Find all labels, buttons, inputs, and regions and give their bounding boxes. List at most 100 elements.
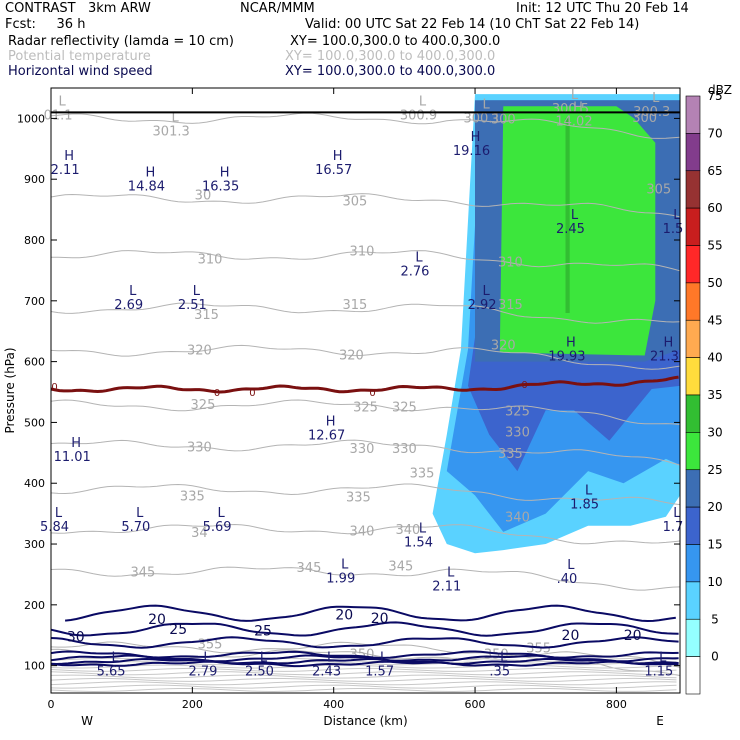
zero-isotherm-label: 0 [249,388,255,399]
field-reflectivity-xy: XY= 100.0,300.0 to 400.0,300.0 [290,34,501,49]
zero-isotherm-label: 0 [51,382,57,393]
pressure-system-value: 12.67 [308,429,345,444]
pressure-system-type: L [673,506,681,521]
theta-label: 310 [498,255,523,270]
pressure-system-type: L [55,506,63,521]
theta-contour-325 [50,399,681,425]
y-tick-label: 1000 [17,112,45,125]
colorbar-tick-label: 40 [707,351,722,365]
pressure-system-type: L [217,506,225,521]
wind-speed-label: 20 [624,628,642,644]
reflectivity-region-35dbz [565,118,570,314]
colorbar-swatch [685,282,701,321]
pressure-system-value: 1.99 [326,572,355,587]
colorbar-tick-label: 35 [707,388,722,402]
pressure-system-marker: L1.57 [365,651,394,680]
pressure-system-marker: L5.84 [40,506,69,535]
zero-isotherm-label: 0 [369,388,375,399]
pressure-system-marker: H21.3 [650,336,679,365]
colorbar-swatch [685,581,701,620]
theta-label: 340 [505,511,530,526]
pressure-system-type: L [327,651,335,666]
pressure-system-value: 300.5 [552,102,589,117]
pressure-system-marker: H16.35 [202,165,239,194]
reflectivity-region-30dbz [499,106,656,356]
pressure-system-type: L [203,651,211,666]
pressure-system-marker: L1.7 [663,506,684,535]
colorbar-unit: dBZ [708,83,732,97]
pressure-system-value: 1.15 [644,665,673,680]
valid-time: Valid: 00 UTC Sat 22 Feb 14 (10 ChT Sat … [305,17,640,32]
pressure-system-value: .40 [557,572,578,587]
theta-contour-layer: 345 345 345 34 340 340 340 335 335 335 335 330 330 33… [50,111,681,693]
theta-label: 340 [350,525,375,540]
theta-contour-330 [50,439,681,466]
theta-label: 34 [191,526,208,541]
x-tick-label: 800 [606,698,627,711]
colorbar-tick-label: 50 [707,276,722,290]
pressure-system-value: 2.11 [432,580,461,595]
pressure-system-marker: L1.85 [570,483,599,512]
pressure-system-marker: L2.45 [556,208,585,237]
pressure-system-type: L [136,506,144,521]
theta-label: 300 [632,111,657,126]
theta-label: 345 [297,561,322,576]
pressure-system-type: L [419,522,427,537]
pressure-system-type: L [111,651,119,666]
colorbar-swatch [685,506,701,545]
theta-label: 340 [395,523,420,538]
theta-contour-upper-band [50,664,677,669]
pressure-system-value: 1.7 [663,520,684,535]
colorbar-tick-label: 0 [711,650,719,664]
field-theta-name: Potential temperature [8,49,151,64]
pressure-system-type: L [58,94,66,109]
theta-contour-335 [50,483,681,506]
pressure-system-type: L [419,94,427,109]
pressure-system-marker: L1.99 [326,558,355,587]
pressure-system-type: L [567,558,575,573]
pressure-system-value: 2.79 [188,665,217,680]
x-tick-label: 600 [465,698,486,711]
pressure-system-value: 1.5 [663,222,684,237]
colorbar-tick-label: 15 [707,538,722,552]
center-label: NCAR/MMM [240,1,315,16]
pressure-system-marker: L1.5 [663,208,684,237]
pressure-system-value: 2.76 [400,265,429,280]
pressure-system-marker: H11.01 [54,436,91,465]
pressure-system-value: 2.51 [178,298,207,313]
pressure-system-type: H [664,336,674,351]
pressure-system-type: H [64,149,74,164]
pressure-system-marker: H2.11 [51,149,80,178]
pressure-system-marker: L1.54 [404,522,433,551]
colorbar-swatch [685,544,701,583]
pressure-system-marker: H12.67 [308,415,345,444]
pressure-system-value: 2.92 [468,298,497,313]
x-tick-label: 200 [182,698,203,711]
plot-frame [50,87,681,694]
pressure-system-marker: L.40 [557,558,578,587]
colorbar-swatch [685,170,701,209]
theta-label: 345 [388,559,413,574]
pressure-system-type: H [71,436,81,451]
colorbar-tick-label: 45 [707,313,722,327]
field-theta-xy: XY= 100.0,300.0 to 400.0,300.0 [285,49,496,64]
pressure-system-value: 1.57 [365,665,394,680]
pressure-system-marker: L2.92 [468,284,497,313]
y-tick-label: 200 [24,599,45,612]
pressure-system-value: 11.01 [54,450,91,465]
zero-isotherm-label: 0 [521,380,527,391]
pressure-system-value: 1.54 [404,536,433,551]
pressure-system-marker: L5.69 [203,506,232,535]
pressure-system-marker: L5.65 [97,651,126,680]
pressure-system-value: 2.45 [556,222,585,237]
pressure-system-marker: L2.76 [400,251,429,280]
pressure-system-type: L [447,566,455,581]
pressure-system-marker: L2.69 [114,284,143,313]
pressure-system-value: 01.1 [44,108,73,123]
x-tick-label: 0 [48,698,55,711]
y-tick-label: 900 [24,173,45,186]
pressure-system-value: 2.50 [245,665,274,680]
